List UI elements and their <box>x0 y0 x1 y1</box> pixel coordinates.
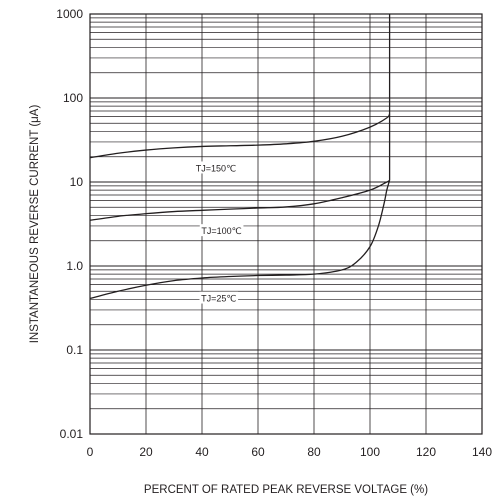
curve-label-bg <box>199 224 244 237</box>
curve-label-bg <box>194 161 238 174</box>
curve-label-bg <box>199 291 239 304</box>
y-tick-label: 10 <box>70 175 84 189</box>
y-tick-label: 0.1 <box>66 343 83 357</box>
x-tick-labels: 0 20 40 60 80 100 120 140 <box>87 445 493 459</box>
series-layer: TJ=150℃ TJ=100℃ TJ=25℃ <box>89 14 391 304</box>
y-tick-label: 1000 <box>56 7 83 21</box>
plot-frame <box>89 13 483 435</box>
y-tick-label: 0.01 <box>60 427 84 441</box>
curve-label: TJ=25℃ <box>201 294 236 304</box>
x-tick-label: 20 <box>139 445 153 459</box>
x-tick-label: 80 <box>307 445 321 459</box>
y-tick-label: 1.0 <box>66 259 83 273</box>
series-line-2 <box>89 180 391 300</box>
series-line-1 <box>89 179 391 221</box>
x-axis-title: PERCENT OF RATED PEAK REVERSE VOLTAGE (%… <box>144 484 428 496</box>
y-tick-labels: 0.01 0.1 1.0 10 100 1000 <box>56 7 83 441</box>
curve-label: TJ=100℃ <box>201 226 241 236</box>
x-tick-label: 40 <box>195 445 209 459</box>
x-tick-label: 0 <box>87 445 94 459</box>
series-line-0 <box>89 113 391 159</box>
x-tick-label: 60 <box>251 445 265 459</box>
x-tick-label: 140 <box>472 445 492 459</box>
x-tick-label: 120 <box>416 445 436 459</box>
y-tick-label: 100 <box>63 91 83 105</box>
y-axis-title: INSTANTANEOUS REVERSE CURRENT (μA) <box>29 105 41 344</box>
minor-gridlines <box>90 17 482 410</box>
x-tick-label: 100 <box>360 445 380 459</box>
curve-label: TJ=150℃ <box>196 163 236 173</box>
